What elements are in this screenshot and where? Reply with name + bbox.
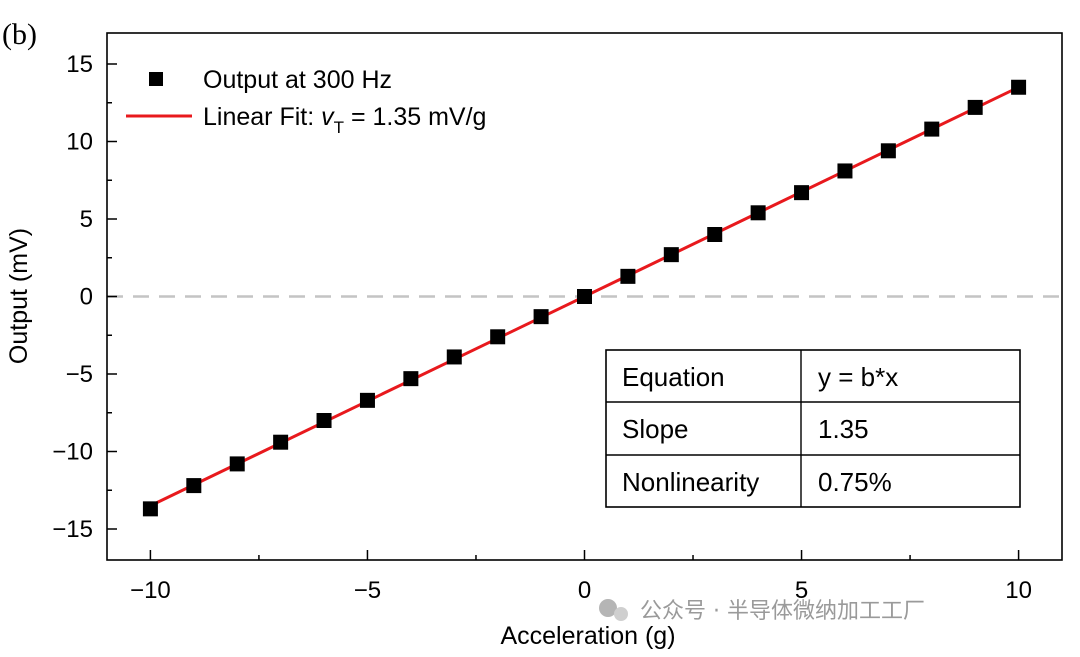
data-point	[750, 205, 766, 221]
x-tick-label: 0	[578, 577, 591, 604]
data-point	[1011, 79, 1027, 95]
data-point	[837, 163, 853, 179]
plot-frame	[106, 32, 1063, 561]
data-point	[663, 247, 679, 263]
x-tick-label: −10	[130, 577, 171, 604]
legend-fit-prefix: Linear Fit:	[203, 103, 321, 131]
x-tick-label: 10	[1005, 577, 1032, 604]
fit-results-table: Equation y = b*x Slope 1.35 Nonlinearity…	[605, 349, 1021, 508]
x-tick-labels: −10 −5 0 5 10	[130, 577, 1032, 604]
x-axis-title: Acceleration (g)	[500, 622, 675, 650]
data-point	[924, 121, 940, 137]
y-tick-label: 15	[66, 51, 93, 78]
wechat-icon	[599, 599, 617, 617]
table-cell-slope-label: Slope	[622, 414, 689, 444]
data-point	[316, 413, 332, 428]
data-point	[880, 143, 896, 159]
y-tick-label: −10	[52, 439, 93, 466]
y-tick-label: 0	[80, 284, 93, 311]
data-point	[142, 501, 158, 517]
table-cell-nonlinearity-value: 0.75%	[818, 467, 892, 497]
data-point	[403, 371, 419, 387]
legend-fit-suffix: = 1.35 mV/g	[344, 103, 486, 131]
data-point	[446, 349, 462, 365]
x-tick-label: −5	[354, 577, 381, 604]
legend-label-fit: Linear Fit: vT = 1.35 mV/g	[203, 103, 486, 137]
watermark: 公众号 · 半导体微纳加工工厂	[599, 599, 925, 624]
data-point	[359, 392, 375, 408]
x-tick-label: 5	[795, 577, 808, 604]
watermark-text: 公众号 · 半导体微纳加工工厂	[640, 599, 925, 624]
data-point	[490, 329, 506, 345]
panel-label: (b)	[2, 18, 37, 51]
legend-fit-symbol: v	[321, 103, 335, 131]
table-border	[605, 349, 1021, 508]
data-point	[186, 478, 202, 494]
legend: Output at 300 Hz Linear Fit: vT = 1.35 m…	[126, 66, 486, 137]
y-tick-label: 5	[80, 206, 93, 233]
plot-area	[106, 32, 1063, 561]
data-point	[577, 289, 592, 304]
table-cell-slope-value: 1.35	[818, 414, 869, 444]
data-point	[707, 227, 723, 242]
axis-ticks	[107, 63, 1020, 560]
y-axis-title: Output (mV)	[5, 228, 33, 364]
data-point	[273, 434, 289, 450]
legend-fit-subscript: T	[334, 118, 344, 137]
y-tick-label: −15	[52, 516, 93, 543]
data-point	[620, 268, 636, 284]
data-markers	[142, 79, 1027, 517]
table-cell-equation-value: y = b*x	[818, 362, 898, 392]
data-point	[967, 99, 983, 115]
data-point	[794, 185, 810, 201]
data-point	[229, 456, 245, 472]
y-tick-labels: −15 −10 −5 0 5 10 15	[52, 51, 93, 543]
table-cell-equation-label: Equation	[622, 362, 725, 392]
data-point	[533, 309, 549, 325]
legend-marker-symbol	[149, 72, 163, 86]
legend-label-output: Output at 300 Hz	[203, 66, 392, 94]
y-tick-label: −5	[66, 361, 93, 388]
wechat-icon-bubble	[614, 607, 628, 621]
y-tick-label: 10	[66, 129, 93, 156]
table-cell-nonlinearity-label: Nonlinearity	[622, 467, 759, 497]
